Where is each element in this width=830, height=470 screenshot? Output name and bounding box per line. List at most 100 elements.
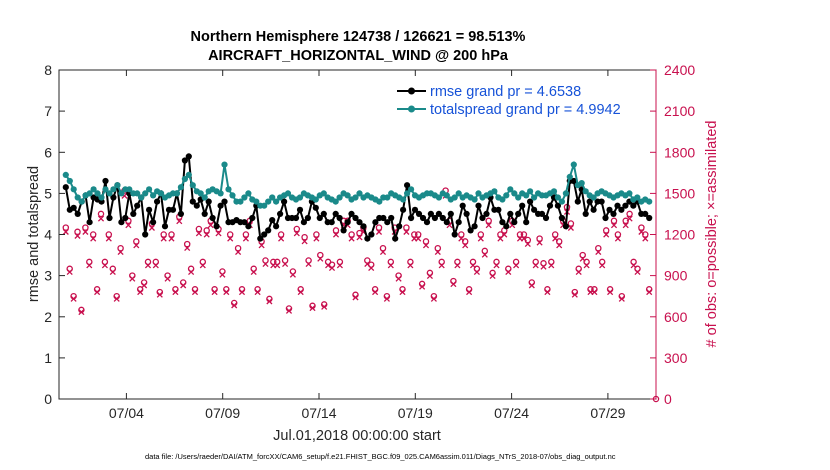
rmse-point: [169, 206, 177, 213]
rmse-point: [618, 206, 625, 213]
rmse-point: [217, 202, 224, 209]
rmse-point: [610, 210, 617, 217]
totalspread-point: [245, 190, 252, 197]
rmse-point: [411, 206, 419, 213]
obs-assimilated-marker: [238, 289, 246, 296]
rmse-point: [562, 223, 570, 230]
obs-assimilated-marker: [203, 231, 210, 238]
obs-assimilated-marker: [575, 268, 582, 276]
obs-assimilated-marker: [383, 295, 390, 302]
obs-assimilated-marker: [313, 235, 320, 242]
obs-possible-marker: [97, 210, 105, 218]
rmse-point: [519, 202, 526, 209]
rmse-point: [189, 198, 196, 205]
obs-assimilated-marker: [258, 242, 265, 249]
y-tick-label: 2: [44, 309, 52, 325]
obs-possible-marker: [375, 224, 383, 231]
rmse-point: [161, 223, 169, 230]
obs-possible-marker: [458, 231, 465, 238]
x-tick-label: 07/24: [494, 405, 529, 421]
rmse-point: [511, 219, 518, 226]
obs-possible-marker: [82, 224, 89, 231]
totalspread-point: [408, 186, 415, 193]
totalspread-point: [70, 186, 77, 193]
obs-assimilated-marker: [532, 262, 539, 269]
rmse-point: [134, 202, 141, 209]
rmse-point: [531, 206, 538, 213]
totalspread-point: [241, 194, 248, 201]
x-tick-labels: 07/04 07/09 07/14 07/19 07/24 07/29: [109, 405, 626, 421]
y2-tick-labels: 0 300 600 900 1200 1500 1800 2100 2400: [664, 62, 695, 407]
y2-tick-label: 1800: [664, 144, 695, 160]
obs-assimilated-marker: [626, 215, 633, 222]
rmse-point: [443, 219, 450, 226]
totalspread-point: [336, 194, 343, 201]
rmse-point: [582, 210, 589, 217]
obs-assimilated-marker: [372, 289, 379, 296]
series-rmse: [62, 153, 653, 243]
rmse-point: [546, 202, 554, 209]
obs-assimilated-marker: [454, 262, 461, 269]
obs-possible-marker: [62, 224, 70, 231]
rmse-point: [352, 214, 359, 222]
totalspread-point: [177, 184, 184, 191]
obs-assimilated-marker: [82, 228, 89, 235]
obs-assimilated-marker: [305, 260, 312, 268]
rmse-point: [316, 214, 323, 222]
totalspread-point: [225, 186, 232, 193]
totalspread-point: [138, 194, 145, 201]
obs-assimilated-marker: [188, 268, 195, 276]
rmse-point: [281, 198, 288, 205]
totalspread-point: [332, 198, 339, 205]
obs-assimilated-marker: [426, 272, 433, 280]
rmse-point: [598, 198, 605, 205]
totalspread-point: [435, 194, 442, 201]
totalspread-point: [527, 188, 534, 195]
obs-assimilated-marker: [489, 272, 496, 280]
obs-assimilated-marker: [646, 289, 653, 296]
rmse-point: [423, 219, 431, 226]
obs-possible-marker: [567, 220, 575, 227]
totalspread-point: [126, 186, 133, 193]
obs-possible-marker: [536, 235, 543, 242]
rmse-point: [221, 198, 228, 205]
rmse-point: [292, 214, 300, 222]
obs-possible-marker: [403, 224, 410, 231]
totalspread-point: [384, 194, 391, 201]
obs-assimilated-marker: [254, 289, 261, 296]
rmse-point: [388, 214, 395, 222]
obs-possible-marker: [379, 244, 387, 252]
rmse-point: [340, 227, 347, 234]
legend-rmse-marker: [408, 87, 415, 95]
totalspread-point: [455, 190, 462, 197]
totalspread-point: [78, 198, 85, 205]
totalspread-point: [376, 198, 383, 205]
rmse-point: [209, 214, 216, 222]
obs-assimilated-marker: [419, 283, 426, 290]
y2-tick-label: 0: [664, 391, 672, 407]
obs-possible-marker: [301, 233, 308, 241]
data-file-note: data file: /Users/raeder/DAI/ATM_forcXX/…: [145, 452, 616, 461]
obs-assimilated-marker: [78, 309, 85, 316]
obs-assimilated-marker: [282, 260, 289, 268]
obs-assimilated-marker: [207, 222, 214, 229]
obs-assimilated-marker: [434, 248, 441, 256]
obs-possible-marker: [610, 217, 618, 225]
totalspread-point: [146, 186, 153, 193]
rmse-point: [404, 182, 411, 189]
rmse-point: [328, 219, 335, 226]
obs-assimilated-marker: [352, 294, 359, 301]
obs-possible-marker: [226, 231, 234, 238]
totalspread-point: [570, 161, 577, 168]
rmse-point: [130, 210, 137, 217]
totalspread-point: [197, 190, 204, 197]
obs-assimilated-marker: [144, 262, 152, 269]
totalspread-point: [265, 198, 272, 205]
totalspread-point: [74, 194, 81, 201]
totalspread-point: [66, 177, 73, 185]
obs-assimilated-marker: [607, 289, 614, 296]
obs-assimilated-marker: [317, 255, 324, 262]
rmse-point: [439, 214, 446, 222]
rmse-point: [296, 206, 304, 213]
obs-possible-marker: [332, 227, 340, 234]
